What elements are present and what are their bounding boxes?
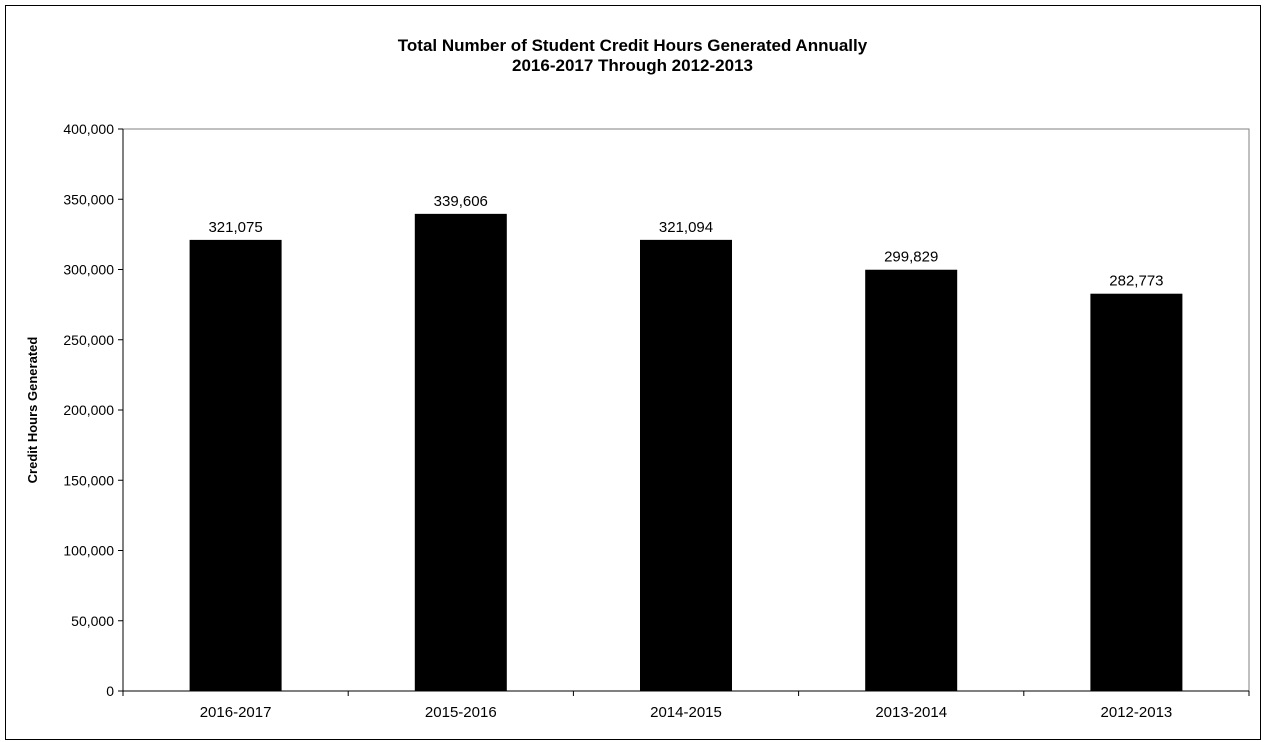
bar	[1090, 293, 1183, 691]
x-tick-label: 2015-2016	[425, 704, 497, 721]
x-tick-label: 2016-2017	[200, 704, 272, 721]
data-label: 282,773	[1109, 273, 1163, 290]
chart-title: Total Number of Student Credit Hours Gen…	[397, 36, 868, 55]
bar	[640, 239, 732, 692]
y-tick-label: 150,000	[63, 472, 114, 488]
bar	[189, 239, 282, 691]
y-tick-label: 350,000	[63, 191, 114, 207]
bar	[414, 213, 507, 691]
chart-subtitle: 2016-2017 Through 2012-2013	[512, 56, 753, 75]
y-tick-label: 400,000	[63, 121, 114, 137]
data-label: 321,075	[208, 219, 262, 236]
x-tick-label: 2012-2013	[1101, 704, 1173, 721]
y-tick-label: 0	[106, 683, 114, 699]
plot-area: 0 50,000 100,000 150,000 200,000 250,000 300,0…	[63, 121, 1250, 721]
y-tick-label: 50,000	[71, 613, 114, 629]
y-tick-label: 200,000	[63, 402, 114, 418]
data-label: 299,829	[884, 249, 938, 266]
y-tick-label: 100,000	[63, 543, 114, 559]
y-tick-label: 300,000	[63, 262, 114, 278]
bar	[865, 269, 958, 691]
data-label: 339,606	[434, 193, 488, 210]
data-label: 321,094	[659, 219, 713, 236]
x-tick-label: 2014-2015	[650, 704, 722, 721]
y-tick-label: 250,000	[63, 332, 114, 348]
x-tick-label: 2013-2014	[875, 704, 947, 721]
y-axis-label: Credit Hours Generated	[25, 337, 40, 484]
